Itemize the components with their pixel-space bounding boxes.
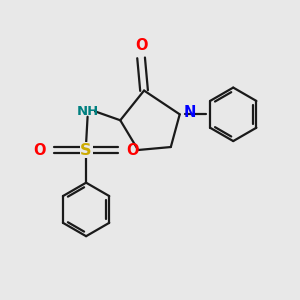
Text: O: O bbox=[34, 142, 46, 158]
Text: NH: NH bbox=[76, 105, 99, 118]
Text: N: N bbox=[183, 105, 196, 120]
Text: S: S bbox=[80, 142, 92, 158]
Text: O: O bbox=[135, 38, 147, 53]
Text: O: O bbox=[126, 142, 139, 158]
